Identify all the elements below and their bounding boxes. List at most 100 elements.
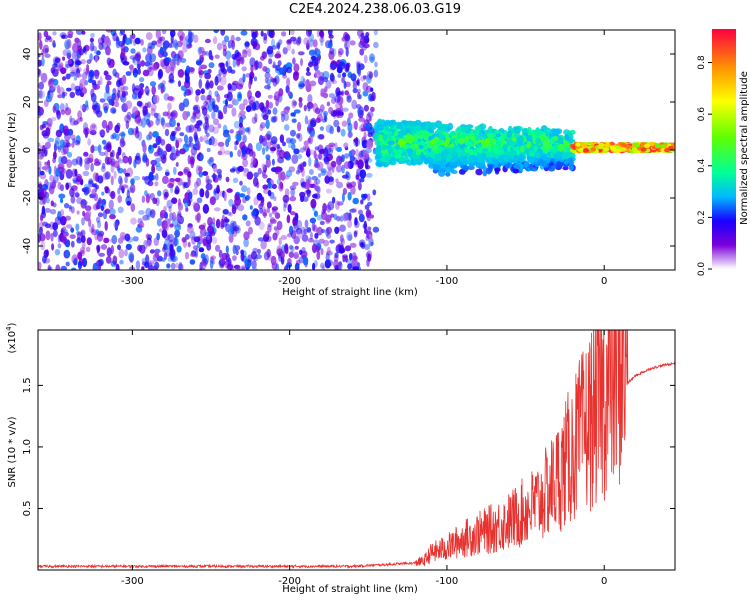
heatmap-cell: [267, 45, 274, 55]
heatmap-cell: [230, 82, 238, 91]
heatmap-cell: [261, 163, 266, 171]
heatmap-cell: [220, 218, 225, 228]
heatmap-cell: [139, 87, 144, 96]
heatmap-cell: [120, 30, 125, 35]
heatmap-cell: [304, 115, 309, 125]
heatmap-cell: [302, 161, 307, 168]
heatmap-cell: [174, 126, 178, 134]
y-tick-label: 1.0: [22, 439, 33, 455]
heatmap-cell: [111, 234, 118, 245]
heatmap-cell: [167, 183, 174, 189]
heatmap-cell: [122, 61, 130, 66]
heatmap-cell: [223, 150, 231, 156]
heatmap-cell: [205, 51, 209, 56]
heatmap-cell: [263, 32, 268, 41]
heatmap-cell: [66, 52, 72, 60]
heatmap-cell: [341, 36, 347, 42]
heatmap-cell: [52, 42, 56, 48]
heatmap-cell: [275, 50, 281, 58]
heatmap-cell: [152, 131, 159, 138]
heatmap-cell: [350, 73, 357, 82]
heatmap-cell: [278, 237, 282, 246]
heatmap-cell: [293, 253, 299, 259]
heatmap-cell: [360, 199, 364, 205]
heatmap-cell: [316, 226, 323, 236]
heatmap-cell: [368, 71, 374, 79]
heatmap-cell: [274, 53, 282, 59]
heatmap-cell: [131, 92, 138, 100]
heatmap-cell: [170, 112, 176, 117]
y-tick-label: 0: [22, 147, 33, 153]
heatmap-cell: [190, 147, 198, 156]
heatmap-cell: [329, 239, 335, 244]
heatmap-cell: [38, 160, 42, 170]
heatmap-cell: [177, 217, 184, 223]
heatmap-cell: [125, 100, 133, 110]
heatmap-cell: [664, 148, 671, 153]
heatmap-cell: [301, 167, 305, 177]
heatmap-cell: [66, 39, 72, 49]
heatmap-cell: [408, 122, 416, 127]
heatmap-cell: [259, 122, 266, 129]
heatmap-cell: [191, 235, 197, 245]
heatmap-cell: [212, 126, 220, 134]
heatmap-cell: [549, 152, 555, 158]
heatmap-cell: [38, 183, 43, 190]
heatmap-cell: [336, 264, 342, 270]
heatmap-cell: [148, 171, 154, 182]
heatmap-cell: [277, 43, 280, 50]
heatmap-cell: [276, 150, 281, 159]
heatmap-cell: [194, 248, 199, 258]
heatmap-cell: [396, 153, 402, 159]
heatmap-cell: [103, 36, 111, 46]
heatmap-cell: [237, 266, 241, 270]
heatmap-cell: [355, 148, 359, 157]
heatmap-cell: [85, 104, 89, 111]
heatmap-cell: [177, 171, 184, 176]
heatmap-cell: [79, 157, 83, 167]
heatmap-cell: [195, 89, 201, 96]
heatmap-cell: [57, 234, 61, 243]
heatmap-cell: [341, 174, 349, 179]
heatmap-cell: [286, 137, 292, 144]
heatmap-cell: [356, 66, 361, 75]
heatmap-cell: [267, 181, 272, 189]
heatmap-cell: [272, 259, 279, 265]
heatmap-cell: [141, 266, 145, 270]
heatmap-cell: [42, 44, 50, 55]
heatmap-cell: [61, 91, 66, 99]
heatmap-cell: [251, 260, 257, 270]
heatmap-cell: [131, 128, 138, 136]
heatmap-cell: [130, 183, 136, 194]
heatmap-cell: [314, 69, 321, 79]
heatmap-cell: [187, 171, 192, 178]
heatmap-cell: [145, 32, 153, 41]
heatmap-cell: [205, 79, 210, 89]
heatmap-cell: [170, 146, 176, 155]
heatmap-cell: [87, 178, 94, 188]
heatmap-cell: [146, 213, 151, 221]
heatmap-cell: [54, 216, 62, 226]
heatmap-cell: [366, 250, 373, 260]
heatmap-cell: [208, 124, 215, 133]
heatmap-cell: [253, 176, 259, 187]
heatmap-cell: [38, 90, 46, 99]
heatmap-cell: [261, 112, 266, 118]
heatmap-cell: [80, 104, 85, 111]
heatmap-cell: [260, 55, 265, 61]
heatmap-cell: [292, 100, 298, 106]
heatmap-cell: [333, 119, 340, 128]
heatmap-cell: [176, 122, 180, 127]
heatmap-cell: [194, 181, 199, 189]
heatmap-cell: [286, 214, 291, 224]
heatmap-cell: [49, 208, 57, 215]
heatmap-cell: [38, 69, 41, 76]
heatmap-cell: [438, 134, 446, 141]
heatmap-cell: [329, 125, 335, 135]
heatmap-cell: [38, 81, 44, 90]
heatmap-cell: [213, 207, 221, 212]
heatmap-cell: [482, 165, 487, 172]
heatmap-cell: [644, 143, 651, 149]
heatmap-cell: [276, 248, 284, 257]
heatmap-cell: [271, 158, 275, 166]
